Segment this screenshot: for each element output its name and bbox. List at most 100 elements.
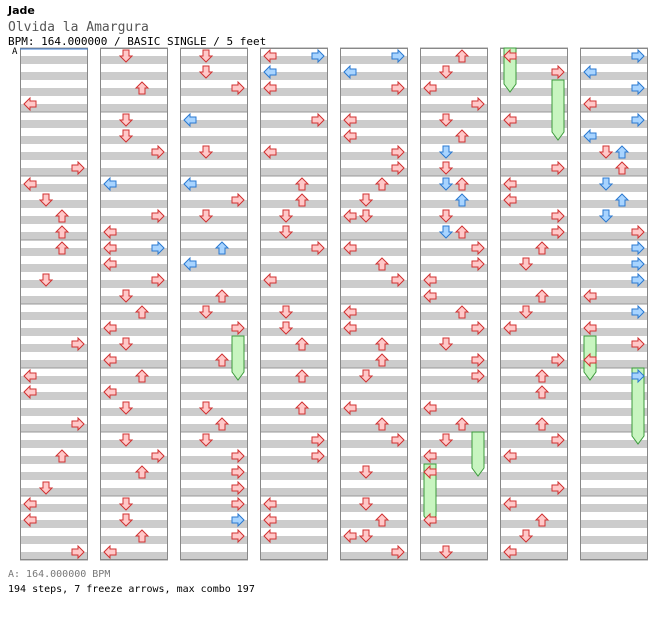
stripe-band <box>260 376 328 384</box>
up-arrow-icon <box>54 209 70 223</box>
stripe-band <box>340 344 408 352</box>
stripe-band <box>500 152 568 160</box>
chart-summary: 194 steps, 7 freeze arrows, max combo 19… <box>8 584 255 595</box>
stripe-band <box>20 184 88 192</box>
up-arrow-icon <box>54 241 70 255</box>
left-arrow-icon <box>263 528 277 544</box>
stripe-band <box>20 264 88 272</box>
stripe-band <box>100 456 168 464</box>
stripe-band <box>500 408 568 416</box>
stripe-band <box>180 488 248 496</box>
right-arrow-icon <box>71 416 85 432</box>
freeze-arrow <box>231 335 245 381</box>
up-arrow-icon <box>134 305 150 319</box>
left-arrow-icon <box>103 320 117 336</box>
stripe-band <box>500 248 568 256</box>
right-arrow-icon <box>391 544 405 560</box>
stripe-band <box>100 392 168 400</box>
left-arrow-icon <box>263 80 277 96</box>
left-arrow-icon <box>23 96 37 112</box>
stripe-band <box>260 184 328 192</box>
up-arrow-icon <box>214 353 230 367</box>
chart-column <box>100 47 168 561</box>
left-arrow-icon <box>183 112 197 128</box>
stripe-band <box>20 360 88 368</box>
up-arrow-icon <box>534 513 550 527</box>
down-arrow-icon <box>278 321 294 335</box>
stripe-band <box>500 104 568 112</box>
stripe-band <box>340 136 408 144</box>
down-arrow-icon <box>438 65 454 79</box>
stripe-band <box>580 216 648 224</box>
right-arrow-icon <box>631 224 645 240</box>
stripe-band <box>580 200 648 208</box>
down-arrow-icon <box>198 145 214 159</box>
down-arrow-icon <box>118 401 134 415</box>
stripe-band <box>580 552 648 560</box>
stripe-band <box>100 312 168 320</box>
right-arrow-icon <box>551 432 565 448</box>
right-arrow-icon <box>631 272 645 288</box>
stripe-band <box>100 520 168 528</box>
stripe-band <box>20 376 88 384</box>
stripe-band <box>580 488 648 496</box>
right-arrow-icon <box>151 272 165 288</box>
stripe-band <box>20 136 88 144</box>
stripe-band <box>20 456 88 464</box>
stripe-band <box>260 248 328 256</box>
stripe-band <box>580 104 648 112</box>
stripe-band <box>260 104 328 112</box>
stripe-band <box>580 536 648 544</box>
segment-label: A <box>12 47 18 57</box>
stripe-band <box>340 472 408 480</box>
up-arrow-icon <box>534 369 550 383</box>
stripe-band <box>180 200 248 208</box>
stripe-band <box>260 344 328 352</box>
up-arrow-icon <box>454 49 470 63</box>
stripe-band <box>100 472 168 480</box>
stripe-band <box>340 280 408 288</box>
right-arrow-icon <box>231 192 245 208</box>
left-arrow-icon <box>343 128 357 144</box>
up-arrow-icon <box>614 161 630 175</box>
stripe-band <box>420 472 488 480</box>
down-arrow-icon <box>198 401 214 415</box>
down-arrow-icon <box>358 209 374 223</box>
up-arrow-icon <box>294 177 310 191</box>
stripe-band <box>100 184 168 192</box>
stripe-band <box>340 168 408 176</box>
right-arrow-icon <box>231 480 245 496</box>
song-title: Olvida la Amargura <box>8 20 149 35</box>
right-arrow-icon <box>311 448 325 464</box>
stripe-band <box>580 120 648 128</box>
down-arrow-icon <box>118 513 134 527</box>
stripe-band <box>180 344 248 352</box>
stripe-band <box>580 72 648 80</box>
up-arrow-icon <box>54 225 70 239</box>
stripe-band <box>420 360 488 368</box>
down-arrow-icon <box>598 209 614 223</box>
stripe-band <box>420 552 488 560</box>
left-arrow-icon <box>343 528 357 544</box>
stripe-band <box>340 376 408 384</box>
stripe-band <box>340 360 408 368</box>
stripe-band <box>260 472 328 480</box>
right-arrow-icon <box>391 80 405 96</box>
up-arrow-icon <box>534 289 550 303</box>
stripe-band <box>260 120 328 128</box>
up-arrow-icon <box>374 417 390 431</box>
stripe-band <box>100 536 168 544</box>
left-arrow-icon <box>23 176 37 192</box>
stripe-band <box>500 440 568 448</box>
down-arrow-icon <box>598 177 614 191</box>
stripe-band <box>420 280 488 288</box>
stripe-band <box>340 72 408 80</box>
stripe-band <box>260 408 328 416</box>
stripe-band <box>500 344 568 352</box>
right-arrow-icon <box>631 240 645 256</box>
up-arrow-icon <box>454 193 470 207</box>
stripe-band <box>340 56 408 64</box>
stripe-band <box>500 488 568 496</box>
left-arrow-icon <box>343 64 357 80</box>
stripe-band <box>20 72 88 80</box>
